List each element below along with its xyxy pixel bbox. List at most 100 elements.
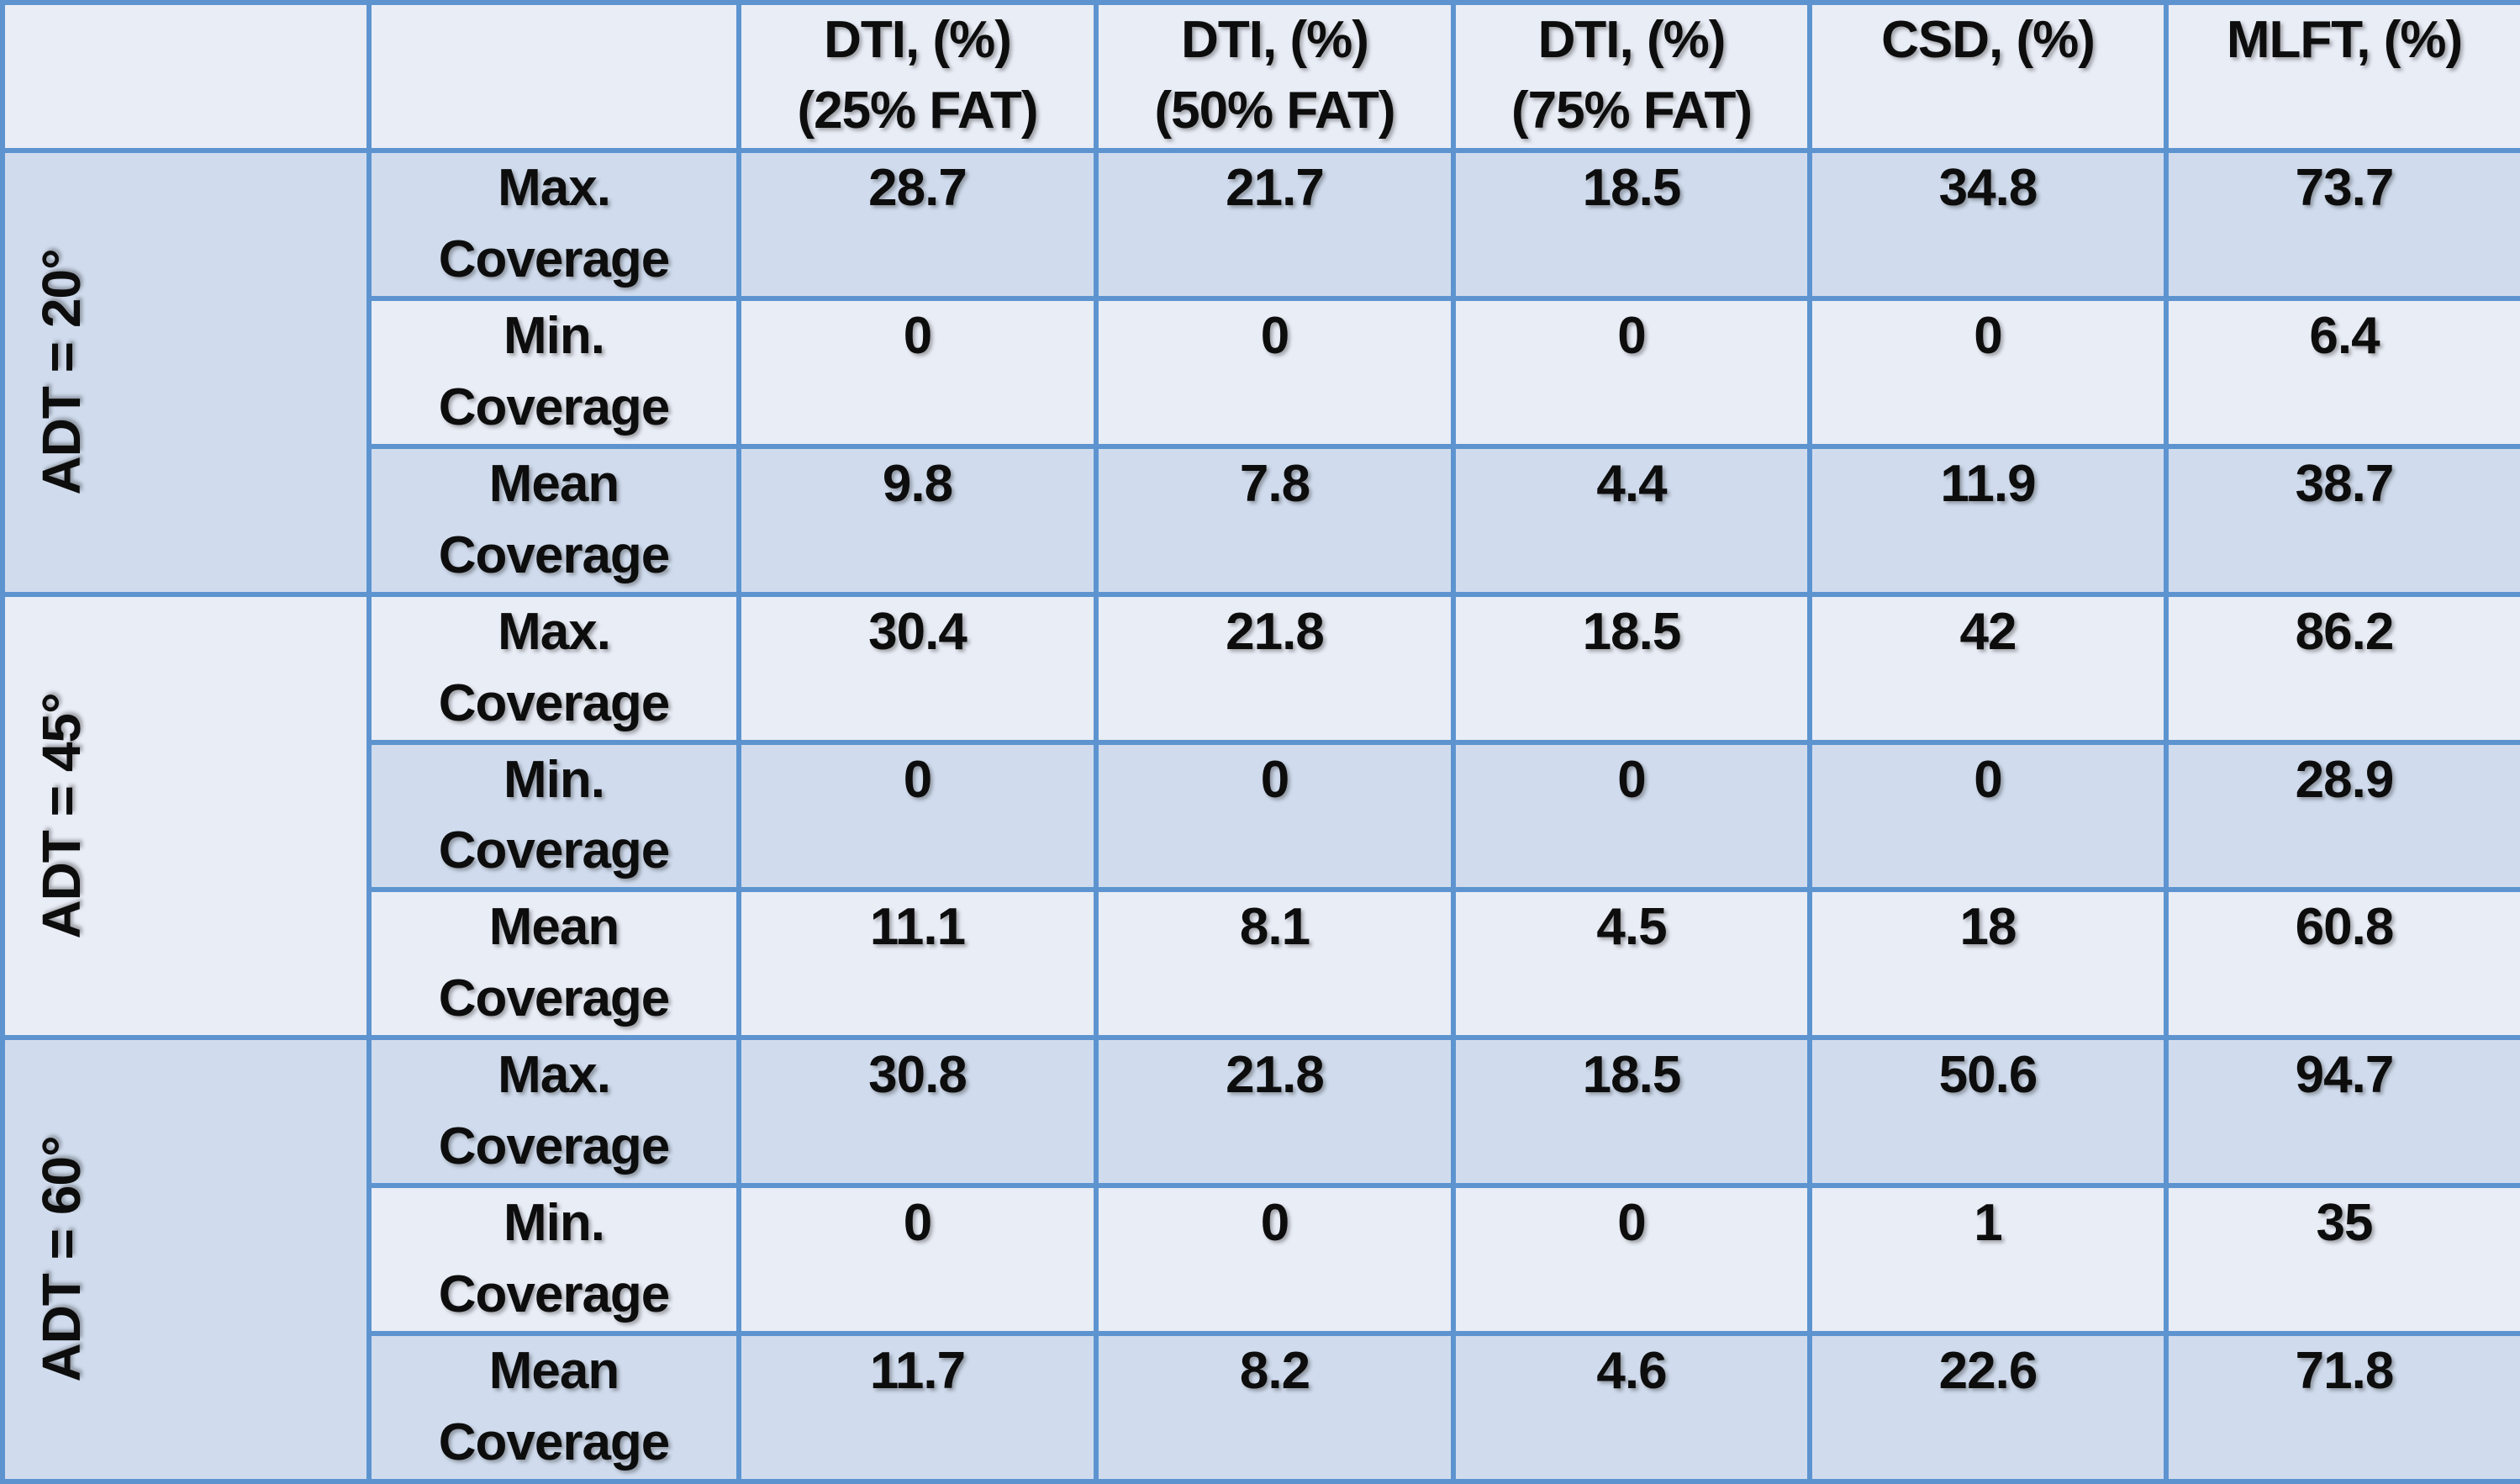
value-cell: 60.8 (2164, 887, 2520, 1041)
metric-cell-max: Max. Coverage (366, 148, 741, 301)
value-cell: 50.6 (1807, 1035, 2169, 1189)
metric-line: Coverage (438, 821, 671, 880)
metric-cell-max: Max. Coverage (366, 1035, 741, 1189)
value-cell: 0 (1094, 295, 1456, 449)
value-cell: 11.7 (736, 1331, 1099, 1484)
value-cell: 21.7 (1094, 148, 1456, 301)
group-cell-adt-60: ADT = 60° (0, 1035, 372, 1484)
metric-line: Max. (498, 1046, 611, 1105)
value-cell: 34.8 (1807, 148, 2169, 301)
value-cell: 86.2 (2164, 591, 2520, 745)
value-cell: 35 (2164, 1183, 2520, 1336)
value-cell: 0 (1094, 1183, 1456, 1336)
header-cell-empty-2 (366, 0, 741, 153)
group-label-adt-60: ADT = 60° (31, 1136, 92, 1383)
value-cell: 71.8 (2164, 1331, 2520, 1484)
header-cell-dti-25: DTI, (%) (25% FAT) (736, 0, 1099, 153)
value-cell: 42 (1807, 591, 2169, 745)
metric-line: Min. (503, 750, 605, 809)
value-cell: 18.5 (1451, 591, 1812, 745)
value-cell: 11.1 (736, 887, 1099, 1041)
value-cell: 22.6 (1807, 1331, 2169, 1484)
value-cell: 8.1 (1094, 887, 1456, 1041)
metric-line: Mean (488, 898, 619, 957)
metric-line: Coverage (438, 1117, 671, 1176)
header-cell-dti-50: DTI, (%) (50% FAT) (1094, 0, 1456, 153)
value-cell: 0 (736, 1183, 1099, 1336)
value-cell: 4.6 (1451, 1331, 1812, 1484)
group-cell-adt-20: ADT = 20° (0, 148, 372, 597)
value-cell: 21.8 (1094, 591, 1456, 745)
value-cell: 0 (1807, 739, 2169, 893)
row-adt45-max: ADT = 45° Max. Coverage 30.4 21.8 18.5 4… (0, 591, 2520, 1041)
metric-line: Coverage (438, 673, 671, 732)
row-adt60-min: Min. Coverage 0 0 0 1 35 (3, 1183, 2520, 1336)
metric-line: Coverage (438, 230, 671, 288)
metric-cell-mean: Mean Coverage (366, 887, 741, 1041)
group-cell-adt-45: ADT = 45° (0, 591, 372, 1041)
metric-line: Coverage (438, 1413, 671, 1471)
metric-cell-max: Max. Coverage (366, 591, 741, 745)
value-cell: 73.7 (2164, 148, 2520, 301)
metric-cell-min: Min. Coverage (366, 739, 741, 893)
header-line: (75% FAT) (1510, 82, 1753, 140)
header-line: (25% FAT) (797, 82, 1038, 140)
row-adt20-min: Min. Coverage 0 0 0 0 6.4 (3, 295, 2520, 449)
metric-line: Coverage (438, 525, 671, 584)
value-cell: 18.5 (1451, 148, 1812, 301)
header-line: DTI, (%) (824, 11, 1012, 69)
value-cell: 11.9 (1807, 443, 2169, 597)
metric-line: Coverage (438, 969, 671, 1028)
value-cell: 18.5 (1451, 1035, 1812, 1189)
value-cell: 0 (1094, 739, 1456, 893)
value-cell: 0 (1807, 295, 2169, 449)
value-cell: 0 (1451, 295, 1812, 449)
metric-line: Mean (488, 1342, 619, 1400)
header-line: CSD, (%) (1881, 11, 2096, 69)
value-cell: 28.9 (2164, 739, 2520, 893)
header-row: DTI, (%) (25% FAT) DTI, (%) (50% FAT) DT… (0, 0, 2520, 153)
metric-line: Max. (498, 159, 611, 217)
value-cell: 4.4 (1451, 443, 1812, 597)
value-cell: 7.8 (1094, 443, 1456, 597)
row-adt20-mean: Mean Coverage 9.8 7.8 4.4 11.9 38.7 (3, 443, 2520, 597)
value-cell: 1 (1807, 1183, 2169, 1336)
row-adt60-max: ADT = 60° Max. Coverage 30.8 21.8 18.5 5… (0, 1035, 2520, 1484)
value-cell: 28.7 (736, 148, 1099, 301)
row-adt45-mean: Mean Coverage 11.1 8.1 4.5 18 60.8 (3, 887, 2520, 1041)
metric-line: Min. (503, 306, 605, 365)
value-cell: 0 (736, 295, 1099, 449)
row-adt20-max: ADT = 20° Max. Coverage 28.7 21.7 18.5 3… (0, 148, 2520, 597)
value-cell: 18 (1807, 887, 2169, 1041)
metric-line: Mean (488, 454, 619, 513)
value-cell: 0 (1451, 1183, 1812, 1336)
value-cell: 8.2 (1094, 1331, 1456, 1484)
value-cell: 6.4 (2164, 295, 2520, 449)
header-line: DTI, (%) (1537, 11, 1727, 69)
value-cell: 38.7 (2164, 443, 2520, 597)
group-label-adt-20: ADT = 20° (31, 249, 92, 495)
row-adt60-mean: Mean Coverage 11.7 8.2 4.6 22.6 71.8 (3, 1331, 2520, 1484)
value-cell: 4.5 (1451, 887, 1812, 1041)
header-cell-mlft: MLFT, (%) (2164, 0, 2520, 153)
value-cell: 0 (736, 739, 1099, 893)
value-cell: 9.8 (736, 443, 1099, 597)
header-cell-csd: CSD, (%) (1807, 0, 2169, 153)
value-cell: 30.8 (736, 1035, 1099, 1189)
metric-line: Max. (498, 602, 611, 661)
header-line: (50% FAT) (1154, 82, 1395, 140)
metric-line: Coverage (438, 378, 671, 436)
row-adt45-min: Min. Coverage 0 0 0 0 28.9 (3, 739, 2520, 893)
metric-line: Min. (503, 1194, 605, 1253)
header-line: MLFT, (%) (2226, 11, 2463, 69)
group-label-adt-45: ADT = 45° (31, 693, 92, 939)
header-cell-empty-1 (0, 0, 372, 153)
value-cell: 30.4 (736, 591, 1099, 745)
value-cell: 94.7 (2164, 1035, 2520, 1189)
value-cell: 0 (1451, 739, 1812, 893)
metric-cell-mean: Mean Coverage (366, 1331, 741, 1484)
value-cell: 21.8 (1094, 1035, 1456, 1189)
metric-cell-mean: Mean Coverage (366, 443, 741, 597)
metric-line: Coverage (438, 1265, 671, 1324)
